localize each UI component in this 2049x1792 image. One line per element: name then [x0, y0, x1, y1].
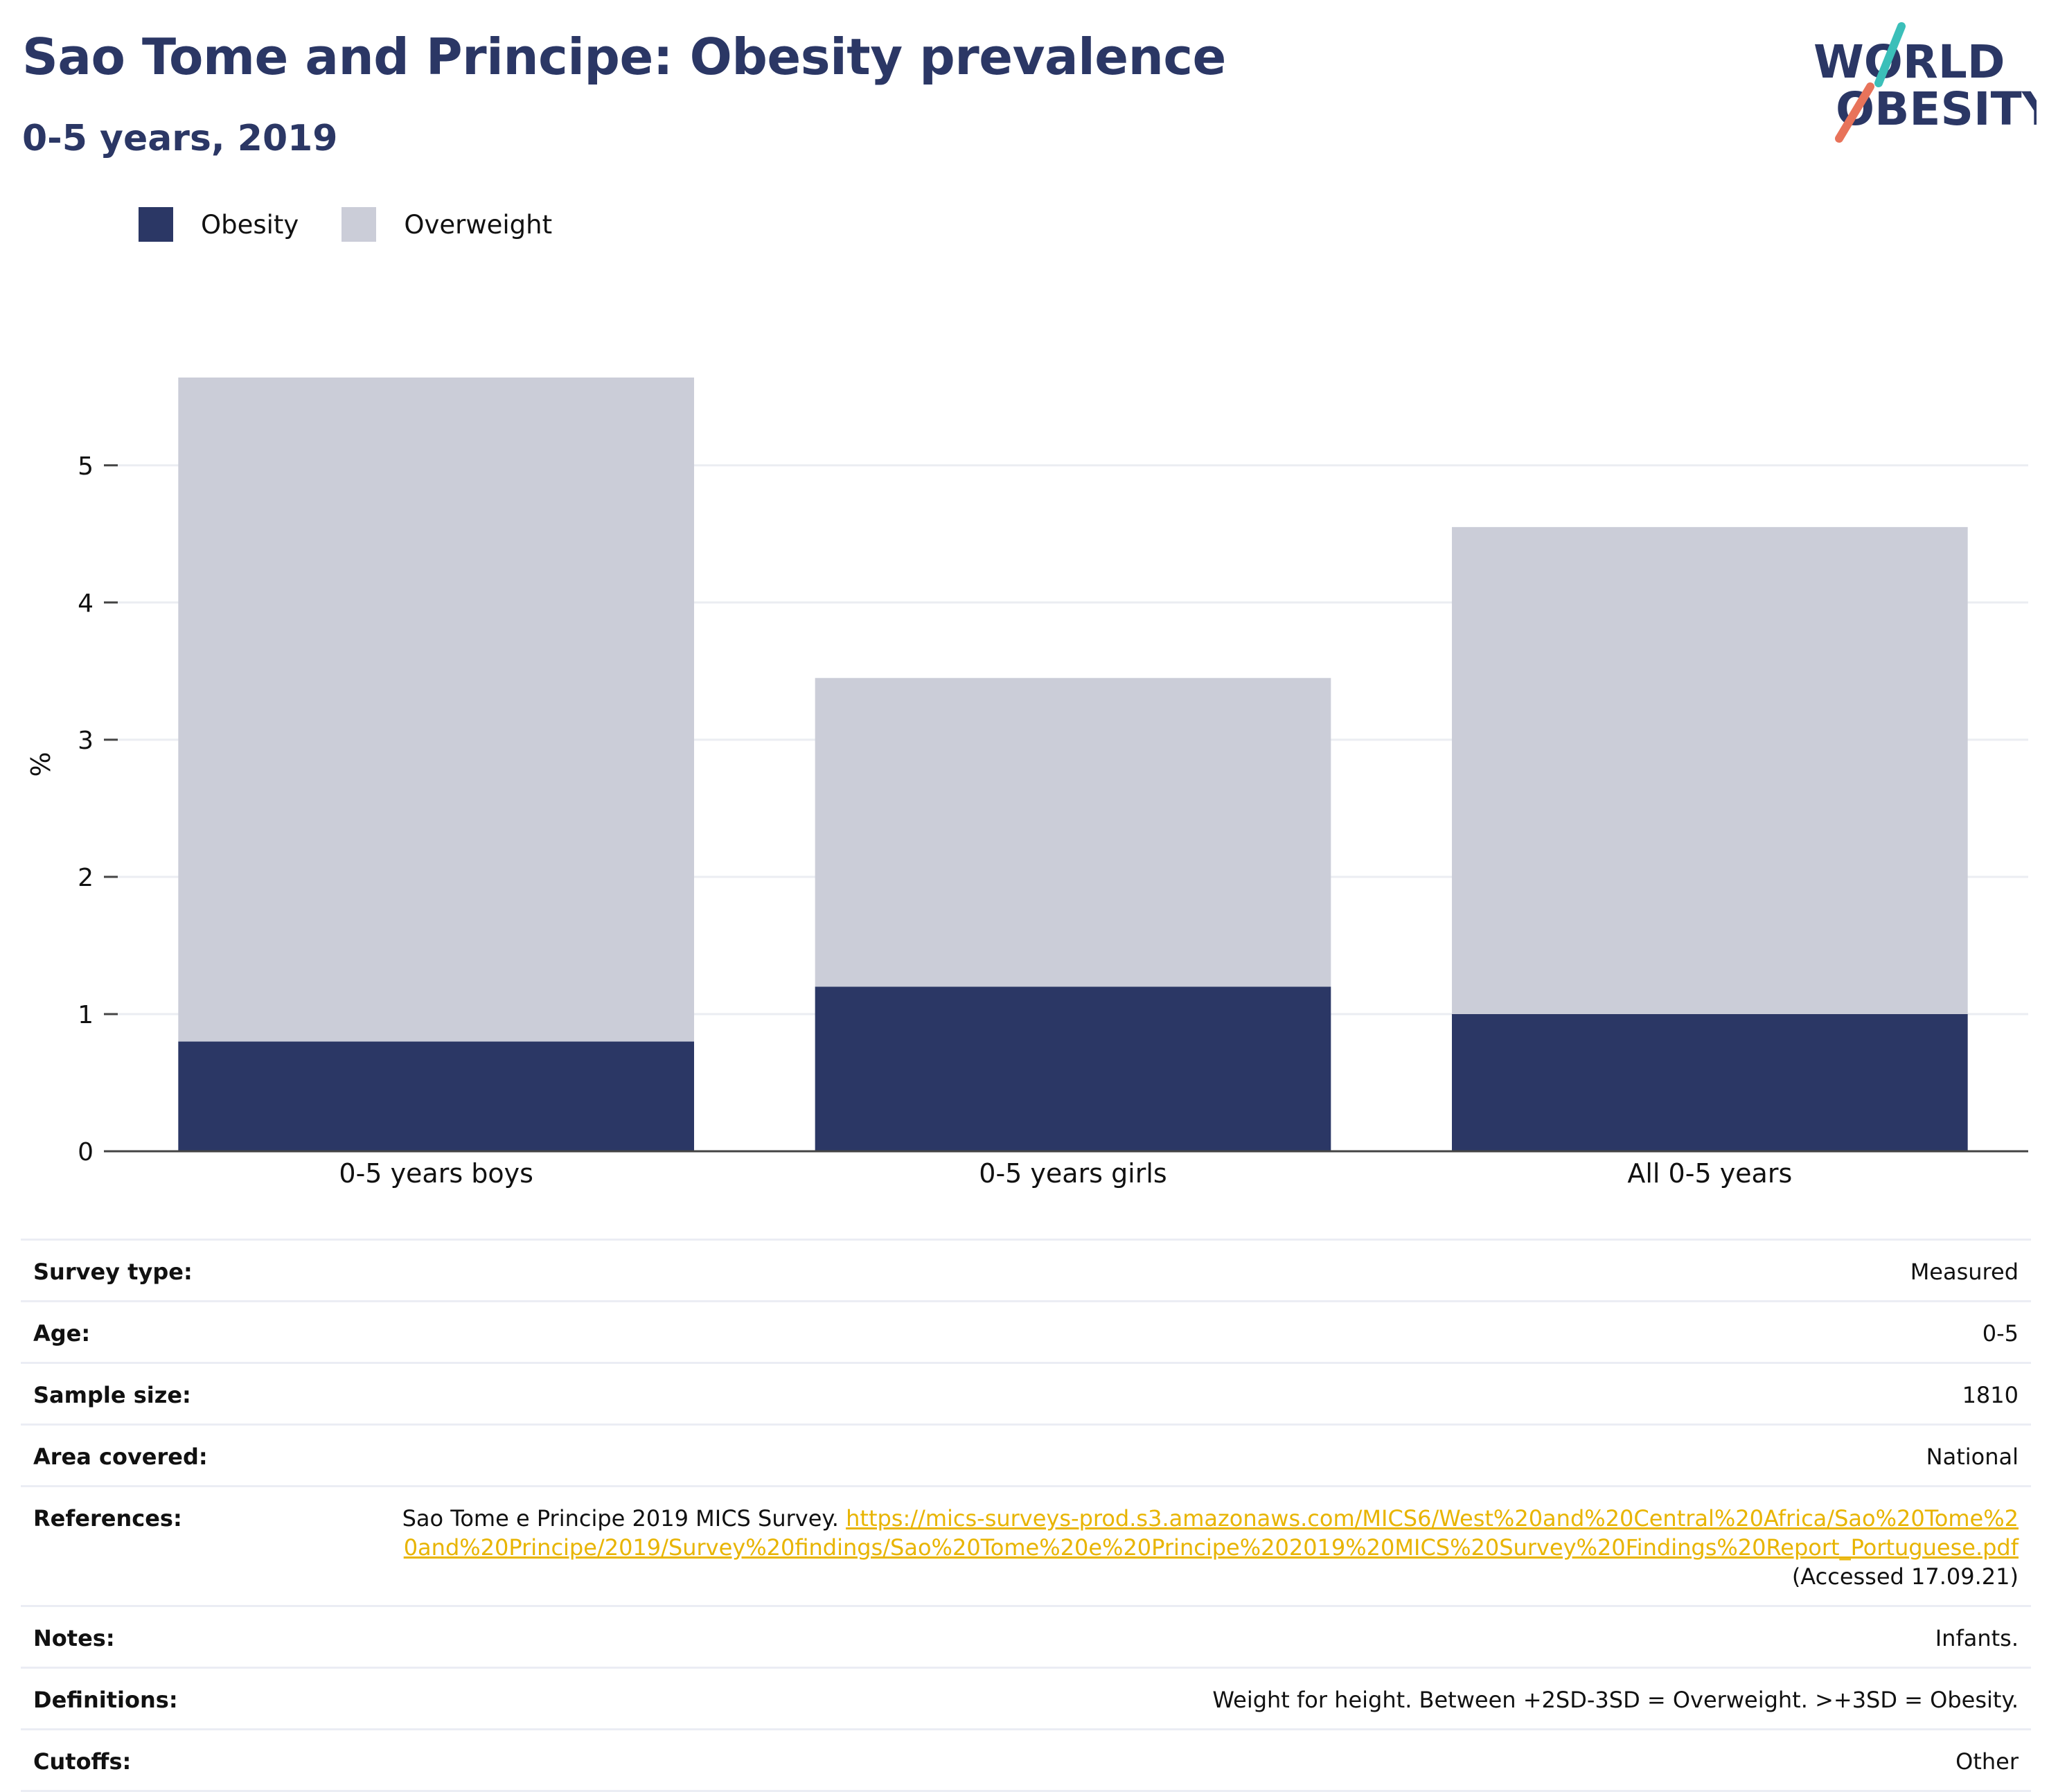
meta-value: 1810 — [1962, 1382, 2019, 1408]
meta-row-sample-size: Sample size: 1810 — [21, 1364, 2031, 1426]
meta-row-references: References: Sao Tome e Principe 2019 MIC… — [21, 1487, 2031, 1607]
meta-value: Infants. — [1935, 1625, 2019, 1651]
meta-label: Survey type: — [33, 1259, 193, 1285]
page-title: Sao Tome and Principe: Obesity prevalenc… — [22, 28, 1226, 86]
chart-legend: Obesity Overweight — [139, 206, 595, 242]
page-subtitle: 0-5 years, 2019 — [22, 118, 338, 159]
meta-value-references: Sao Tome e Principe 2019 MICS Survey. ht… — [393, 1504, 2019, 1591]
meta-label: Cutoffs: — [33, 1748, 132, 1775]
y-tick-label: 0 — [78, 1138, 94, 1166]
logo-slash-coral — [1835, 82, 1874, 143]
meta-label: Sample size: — [33, 1382, 191, 1408]
x-tick-label: 0-5 years girls — [979, 1158, 1167, 1189]
world-obesity-logo: WORLD OBESITY — [1813, 22, 2037, 143]
legend-label-obesity: Obesity — [201, 209, 299, 240]
stacked-bar-chart: 0 1 2 3 4 5% 0-5 years boys 0-5 years girls All … — [26, 378, 2028, 1189]
meta-row-cutoffs: Cutoffs: Other — [21, 1730, 2031, 1792]
meta-label: Area covered: — [33, 1444, 208, 1470]
survey-metadata-table: Survey type: Measured Age: 0-5 Sample si… — [21, 1239, 2031, 1792]
bar-obesity-2[interactable] — [815, 986, 1331, 1151]
meta-value: 0-5 — [1982, 1320, 2019, 1347]
y-tick-label: 4 — [78, 589, 94, 618]
meta-label: Definitions: — [33, 1687, 178, 1713]
y-tick-label: 3 — [78, 727, 94, 755]
y-axis-label: % — [26, 752, 56, 777]
meta-value: Weight for height. Between +2SD-3SD = Ov… — [1212, 1687, 2019, 1713]
logo-text-world: WORLD — [1813, 35, 2005, 89]
legend-item-obesity[interactable]: Obesity — [139, 207, 299, 242]
legend-item-overweight[interactable]: Overweight — [342, 207, 552, 242]
reference-link[interactable]: https://mics-surveys-prod.s3.amazonaws.c… — [403, 1505, 2019, 1561]
reference-text: Sao Tome e Principe 2019 MICS Survey. — [402, 1505, 846, 1532]
meta-label: Age: — [33, 1320, 91, 1347]
bar-obesity-3[interactable] — [1452, 1013, 1968, 1151]
meta-value: Other — [1955, 1748, 2019, 1775]
bar-overweight-3[interactable] — [1452, 526, 1968, 1014]
x-tick-label: 0-5 years boys — [339, 1158, 533, 1189]
legend-swatch-obesity — [139, 207, 173, 242]
y-tick-label: 2 — [78, 864, 94, 892]
meta-row-area-covered: Area covered: National — [21, 1426, 2031, 1487]
bar-obesity-1[interactable] — [178, 1041, 694, 1151]
meta-label: Notes: — [33, 1625, 115, 1651]
meta-value: National — [1926, 1444, 2019, 1470]
bar-overweight-2[interactable] — [815, 677, 1331, 987]
meta-row-notes: Notes: Infants. — [21, 1607, 2031, 1669]
legend-swatch-overweight — [342, 207, 377, 242]
legend-label-overweight: Overweight — [404, 209, 553, 240]
x-tick-label: All 0-5 years — [1627, 1158, 1792, 1189]
meta-label: References: — [33, 1505, 182, 1532]
bar-overweight-1[interactable] — [178, 378, 694, 1042]
meta-row-age: Age: 0-5 — [21, 1302, 2031, 1364]
logo-slash-teal — [1874, 22, 1906, 87]
meta-row-definitions: Definitions: Weight for height. Between … — [21, 1669, 2031, 1730]
meta-row-survey-type: Survey type: Measured — [21, 1241, 2031, 1302]
reference-accessed: (Accessed 17.09.21) — [1791, 1563, 2019, 1590]
meta-value: Measured — [1910, 1259, 2019, 1285]
y-tick-label: 1 — [78, 1001, 94, 1029]
y-tick-label: 5 — [78, 452, 94, 481]
